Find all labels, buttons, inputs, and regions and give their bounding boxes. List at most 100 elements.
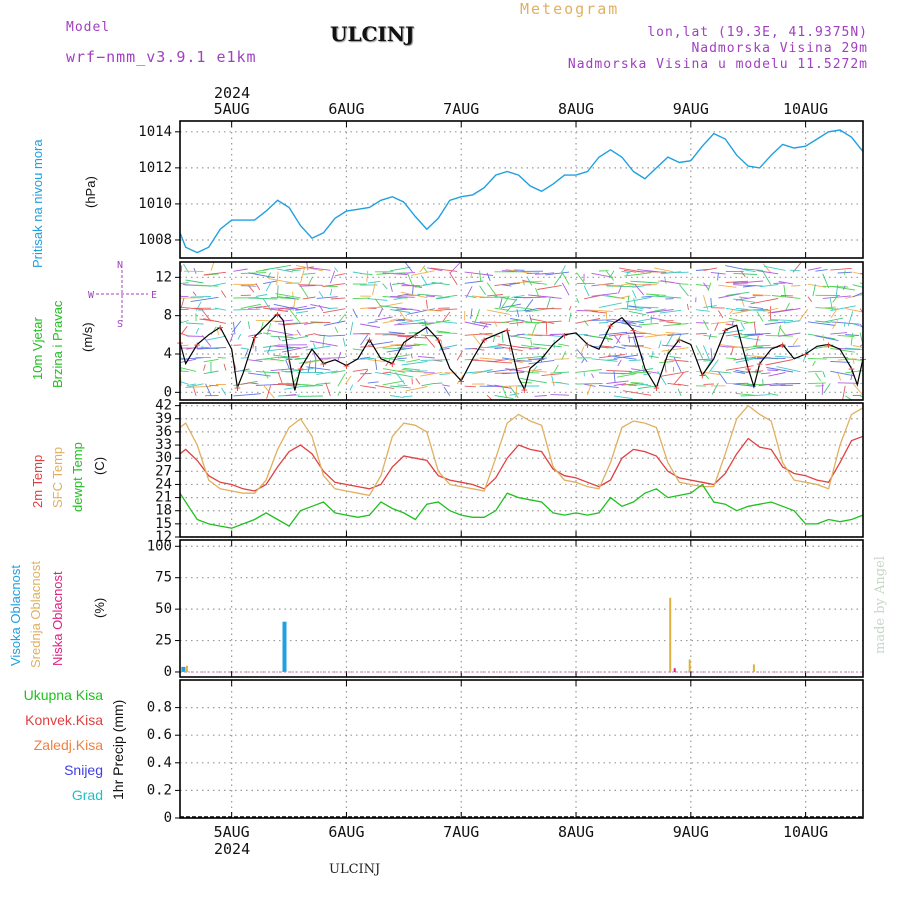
wind-arrow <box>278 306 295 310</box>
wind-arrow <box>201 335 212 347</box>
wind-arrow <box>606 346 616 349</box>
wind-arrow <box>789 269 801 272</box>
wind-arrow <box>217 357 226 359</box>
wind-arrow <box>568 312 572 323</box>
wind-point-marker: + <box>561 329 568 342</box>
wind-arrow <box>382 380 404 386</box>
y-tick-label: 12 <box>155 269 172 285</box>
wind-arrow <box>703 372 710 380</box>
wind-point-marker: + <box>286 353 293 366</box>
wind-arrow <box>613 383 626 386</box>
wind-arrow <box>555 381 570 385</box>
wind-arrow <box>580 346 585 354</box>
wind-arrow-field <box>179 261 864 401</box>
wind-arrow <box>285 394 297 397</box>
compass-s: S <box>117 319 123 330</box>
wind-arrow <box>807 333 836 340</box>
wind-arrow <box>277 336 281 341</box>
wind-point-marker: + <box>343 360 350 373</box>
wind-arrow <box>636 330 659 336</box>
wind-arrow <box>367 381 379 384</box>
wind-arrow <box>653 295 682 299</box>
wind-arrow <box>759 284 779 288</box>
wind-arrow <box>521 344 547 350</box>
wind-arrow <box>357 369 369 383</box>
wind-arrow <box>621 322 642 328</box>
wind-arrow <box>304 358 331 364</box>
wind-arrow <box>529 348 540 350</box>
model-label: Model <box>66 20 111 35</box>
wind-arrow <box>470 271 473 278</box>
wind-arrow <box>367 298 388 301</box>
wind-arrow <box>303 272 316 275</box>
wind-arrow <box>606 271 615 281</box>
wind-arrow <box>807 267 822 271</box>
wind-arrow <box>537 284 562 290</box>
cloud-bar <box>185 665 188 672</box>
wind-arrow <box>464 294 477 299</box>
wind-arrow <box>815 307 837 310</box>
cloud-bar <box>181 666 186 672</box>
wind-arrow <box>558 343 570 347</box>
wind-arrow <box>761 372 771 375</box>
wind-point-marker: + <box>194 338 201 351</box>
wind-arrow <box>815 372 821 382</box>
wind-arrow <box>486 282 498 297</box>
wind-arrow <box>541 373 562 377</box>
wind-arrow <box>718 310 724 319</box>
wind-arrow <box>807 382 826 385</box>
wind-arrow <box>551 297 562 299</box>
wind-arrow <box>329 288 333 296</box>
wind-arrow <box>367 320 378 324</box>
wind-arrow <box>511 294 525 298</box>
cloud-bar <box>688 659 691 672</box>
wind-arrow <box>718 371 728 384</box>
wind-arrow <box>299 358 323 364</box>
wind-arrow <box>664 277 667 284</box>
wind-arrow <box>500 295 510 310</box>
y-tick-label: 21 <box>155 490 172 506</box>
wind-arrow <box>185 383 204 388</box>
wind-arrow <box>673 372 684 385</box>
wind-arrow <box>287 368 301 371</box>
wind-arrow <box>374 358 378 370</box>
wind-arrow <box>622 390 652 396</box>
wind-arrow <box>731 320 734 326</box>
day-label-bottom: 5AUG <box>214 823 250 841</box>
cloud-bar <box>669 597 672 672</box>
wind-arrow <box>628 317 655 324</box>
wind-arrow <box>390 318 399 321</box>
wind-arrow <box>756 270 779 275</box>
day-label-top: 8AUG <box>558 100 594 118</box>
wind-arrow <box>807 370 823 373</box>
wind-arrow <box>626 295 630 310</box>
wind-arrow <box>630 381 644 384</box>
wind-arrow <box>435 294 458 299</box>
wind-arrow <box>421 382 435 387</box>
wind-arrow <box>248 306 263 309</box>
wind-arrow <box>435 308 458 311</box>
wind-arrow <box>613 395 633 400</box>
y-tick-label: 0.2 <box>147 782 172 798</box>
wind-arrow <box>523 296 547 299</box>
footer-station: ULCINJ <box>329 862 381 877</box>
wind-arrow <box>262 370 269 379</box>
wind-arrow <box>767 369 779 371</box>
wind-arrow <box>325 382 331 396</box>
wind-arrow <box>360 323 380 328</box>
wind-arrow <box>807 296 813 302</box>
wind-arrow <box>830 305 856 312</box>
wind-arrow <box>390 372 414 378</box>
wind-arrow <box>643 284 652 286</box>
wind-arrow <box>677 383 689 387</box>
y-tick-label: 1010 <box>138 196 172 212</box>
y-tick-label: 27 <box>155 463 172 479</box>
wind-arrow <box>378 308 384 318</box>
cloud-bar <box>752 664 755 672</box>
wind-arrow <box>506 298 518 313</box>
wind-arrow <box>255 294 268 297</box>
wind-arrow <box>375 302 403 309</box>
wind-arrow <box>708 333 712 340</box>
wind-arrow <box>394 322 420 326</box>
wind-arrow <box>233 393 262 397</box>
